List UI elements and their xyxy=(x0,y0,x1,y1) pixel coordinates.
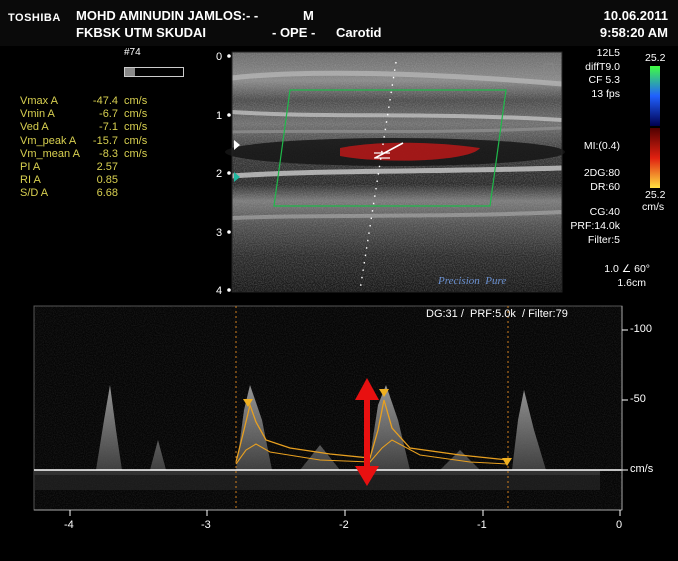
peak-marker-icon[interactable] xyxy=(379,389,389,397)
angle-label: 1.0 ∠ 60° xyxy=(604,263,650,275)
measurement-row: PI A 2.57 xyxy=(20,161,147,174)
measurement-label: Vmin A xyxy=(20,108,55,121)
measurement-unit: cm/s xyxy=(124,95,148,107)
x-tick-label: -3 xyxy=(201,519,211,531)
b-mode-image xyxy=(225,51,565,293)
gate-label: 1.6cm xyxy=(617,277,646,289)
depth-label: 2 xyxy=(216,168,222,180)
exam-type: Carotid xyxy=(336,25,382,40)
cg-label: CG:40 xyxy=(589,206,620,218)
patient-name: MOHD AMINUDIN JAMLOS:- - xyxy=(76,8,259,23)
depth-label: 0 xyxy=(216,51,222,63)
header-bar xyxy=(0,0,678,46)
measurement-row: RI A 0.85 xyxy=(20,174,147,187)
bodymark-icon[interactable] xyxy=(543,63,554,74)
color-flow xyxy=(340,142,480,161)
patient-sex: M xyxy=(303,8,314,23)
measurement-row: S/D A 6.68 xyxy=(20,187,147,200)
y-unit-label: cm/s xyxy=(630,463,654,475)
probe-label: 12L5 xyxy=(596,47,620,59)
measurement-label: Vm_peak A xyxy=(20,134,77,147)
frame-number: #74 xyxy=(124,47,141,58)
measurement-value: 0.85 xyxy=(96,174,118,187)
brand-logo: TOSHIBA xyxy=(8,12,61,24)
max-velocity-trace xyxy=(235,399,509,463)
measurement-row: Vm_mean A -8.3 cm/s xyxy=(20,148,147,161)
color-roi-box[interactable] xyxy=(273,89,507,207)
depth-label: 3 xyxy=(216,227,222,239)
focus-marker-icon xyxy=(234,140,240,150)
cf-label: CF 5.3 xyxy=(588,74,620,86)
measurement-row: Vmax A -47.4 cm/s xyxy=(20,95,147,108)
x-tick-label: -4 xyxy=(64,519,74,531)
measurement-label: RI A xyxy=(20,174,41,187)
measurement-label: Vm_mean A xyxy=(20,147,80,160)
doppler-spectrum xyxy=(33,305,628,516)
measurement-row: Vm_peak A -15.7 cm/s xyxy=(20,135,147,148)
depth-label: 4 xyxy=(216,285,222,297)
measurement-label: S/D A xyxy=(20,187,49,200)
institution: FKBSK UTM SKUDAI xyxy=(76,25,206,40)
peak-marker-icon[interactable] xyxy=(243,399,253,407)
measurement-unit: cm/s xyxy=(124,147,148,160)
exam-date: 10.06.2011 xyxy=(603,8,668,23)
imaging-params-mid: 2DG:80 DR:60 xyxy=(540,166,620,194)
operator: - OPE - xyxy=(272,25,316,40)
measurement-value: -7.1 xyxy=(99,121,118,134)
exam-time: 9:58:20 AM xyxy=(599,25,668,40)
x-tick-label: -2 xyxy=(339,519,349,531)
fps-label: 13 fps xyxy=(591,87,620,100)
color-bar-bottom-label: 25.2 xyxy=(645,189,666,201)
depth-scale: 0 1 2 3 4 xyxy=(216,51,240,297)
end-diastole-marker-icon[interactable] xyxy=(502,458,512,466)
measurement-label: Vmax A xyxy=(20,95,58,107)
prf-label: PRF:14.0k xyxy=(570,220,620,232)
cine-thumb[interactable] xyxy=(125,68,135,76)
measurement-panel: Vmax A -47.4 cm/s Vmin A -6.7 cm/s Ved A -7.1 cm… xyxy=(20,95,147,201)
measurement-unit: cm/s xyxy=(124,121,148,134)
doppler-params: DG:31 / PRF:5.0k / Filter:79 xyxy=(426,308,568,320)
color-bar-unit: cm/s xyxy=(642,201,665,213)
x-tick-label: 0 xyxy=(616,519,623,531)
dr-label: DR:60 xyxy=(590,181,620,193)
measurement-value: -15.7 xyxy=(92,134,118,147)
imaging-params-bottom: CG:40 PRF:14.0k Filter:5 xyxy=(540,205,620,247)
angle-params: 1.0 ∠ 60° 1.6cm xyxy=(550,262,650,290)
filter-label: Filter:5 xyxy=(587,234,620,246)
color-velocity-bar xyxy=(650,66,660,188)
measurement-value: -6.7 xyxy=(99,108,118,121)
cine-scrollbar[interactable] xyxy=(124,67,184,77)
imaging-params-top: 12L5 diffT9.0 CF 5.3 13 fps xyxy=(540,47,620,101)
measurement-unit: cm/s xyxy=(124,134,148,147)
measurement-row: Vmin A -6.7 cm/s xyxy=(20,108,147,121)
y-tick-label: -100 xyxy=(630,323,653,335)
x-tick-label: -1 xyxy=(477,519,487,531)
mi-label: MI:(0.4) xyxy=(583,140,620,152)
measurement-value: 6.68 xyxy=(96,187,118,200)
color-bar-top-label: 25.2 xyxy=(645,52,666,64)
depth-label: 1 xyxy=(216,110,222,122)
measurement-value: 2.57 xyxy=(96,161,118,174)
watermark-logo: Precision Pure xyxy=(438,275,507,287)
measurement-label: Ved A xyxy=(20,121,49,134)
velocity-arrow-icon xyxy=(355,378,379,486)
doppler-cursor[interactable] xyxy=(359,61,404,291)
measurement-unit: cm/s xyxy=(124,108,148,121)
2dg-label: 2DG:80 xyxy=(583,167,620,179)
measurement-value: -47.4 xyxy=(92,95,118,107)
measurement-label: PI A xyxy=(20,161,41,174)
y-tick-label: -50 xyxy=(630,393,646,405)
measurement-row: Ved A -7.1 cm/s xyxy=(20,121,147,134)
diff-label: diffT9.0 xyxy=(585,60,620,73)
gate-marker-icon xyxy=(234,172,240,182)
measurement-value: -8.3 xyxy=(99,147,118,160)
